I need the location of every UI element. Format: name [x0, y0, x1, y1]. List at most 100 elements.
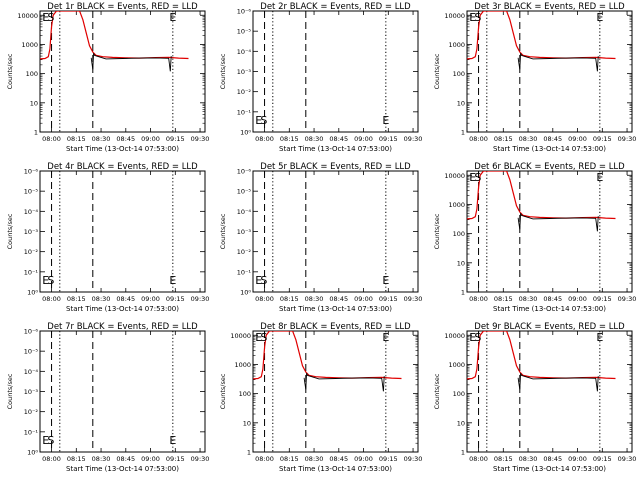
panel-4: Det 4r BLACK = Events, RED = LLD Counts/s…	[6, 162, 209, 313]
plot-frame	[39, 170, 206, 293]
x-axis-label: Start Time (13-Oct-14 07:53:00)	[493, 145, 606, 153]
x-tick-label: 08:00	[42, 295, 61, 303]
panel-title: Det 9r BLACK = Events, RED = LLD	[474, 322, 625, 332]
y-tick-label: 10⁻¹	[24, 428, 39, 436]
y-tick-label: 10⁰	[27, 449, 38, 457]
x-tick-label: 09:30	[404, 455, 423, 463]
x-tick-label: 09:00	[354, 135, 373, 143]
time-marker-label: E	[469, 11, 476, 24]
x-tick-label: 08:30	[305, 455, 324, 463]
x-tick-label: 08:45	[329, 295, 348, 303]
x-tick-label: 08:15	[280, 295, 299, 303]
plot-frame	[466, 330, 633, 453]
y-tick-label: 10000	[444, 12, 465, 20]
y-tick-label: 10⁻⁴	[24, 208, 39, 216]
y-tick-label: 10⁻⁶	[24, 328, 39, 336]
panel-8: Det 8r BLACK = Events, RED = LLD Counts/s…	[219, 322, 422, 473]
x-tick-label: 09:30	[191, 135, 210, 143]
x-tick-label: 08:15	[494, 135, 513, 143]
x-tick-label: 09:30	[404, 295, 423, 303]
x-axis-label: Start Time (13-Oct-14 07:53:00)	[279, 305, 392, 313]
panel-title: Det 6r BLACK = Events, RED = LLD	[474, 162, 625, 172]
y-tick-label: 1	[247, 449, 251, 457]
time-marker-label: S	[260, 114, 267, 127]
time-marker-label: E	[169, 274, 176, 287]
x-tick-label: 08:30	[92, 295, 111, 303]
panel-6: Det 6r BLACK = Events, RED = LLD Counts/s…	[433, 162, 636, 313]
lld-series-line	[467, 331, 616, 380]
x-tick-label: 09:15	[166, 455, 185, 463]
panel-9: Det 9r BLACK = Events, RED = LLD Counts/s…	[433, 322, 636, 473]
x-tick-label: 09:00	[568, 135, 587, 143]
x-tick-label: 08:30	[519, 135, 538, 143]
x-tick-label: 09:30	[404, 135, 423, 143]
y-tick-label: 1000	[448, 201, 465, 209]
y-tick-label: 1000	[21, 41, 38, 49]
plot-frame	[252, 330, 419, 453]
y-tick-label: 10⁻⁶	[237, 168, 252, 176]
time-marker-label: E	[255, 274, 262, 287]
time-marker-label: S	[260, 274, 267, 287]
x-tick-label: 08:00	[42, 455, 61, 463]
panel-title: Det 5r BLACK = Events, RED = LLD	[260, 162, 411, 172]
time-marker-label: S	[474, 171, 481, 184]
x-tick-label: 08:00	[42, 135, 61, 143]
y-tick-label: 1000	[448, 41, 465, 49]
x-tick-label: 08:30	[519, 295, 538, 303]
x-tick-label: 08:15	[67, 135, 86, 143]
x-tick-label: 08:00	[469, 135, 488, 143]
x-tick-label: 09:15	[379, 135, 398, 143]
time-marker-label: E	[42, 434, 49, 447]
y-axis-label: Counts/sec	[6, 213, 14, 249]
x-tick-label: 09:00	[141, 135, 160, 143]
x-tick-label: 09:00	[354, 295, 373, 303]
x-tick-label: 08:00	[255, 295, 274, 303]
panel-3: Det 3r BLACK = Events, RED = LLD Counts/s…	[433, 2, 636, 153]
y-axis-label: Counts/sec	[219, 373, 227, 409]
time-marker-label: E	[169, 11, 176, 24]
y-tick-label: 100	[453, 70, 465, 78]
x-axis-label: Start Time (13-Oct-14 07:53:00)	[279, 465, 392, 473]
y-tick-label: 100	[453, 390, 465, 398]
x-tick-label: 08:45	[116, 135, 135, 143]
events-series-line	[303, 373, 385, 392]
y-tick-label: 10⁻⁴	[237, 48, 252, 56]
time-marker-label: E	[42, 274, 49, 287]
panel-title: Det 7r BLACK = Events, RED = LLD	[47, 322, 198, 332]
x-tick-label: 08:45	[116, 295, 135, 303]
x-tick-label: 08:30	[305, 295, 324, 303]
y-tick-label: 1000	[234, 361, 251, 369]
y-tick-label: 1	[34, 129, 38, 137]
y-tick-label: 10⁻²	[24, 408, 39, 416]
time-marker-label: E	[469, 331, 476, 344]
time-marker-label: E	[596, 171, 603, 184]
y-tick-label: 10⁰	[240, 289, 251, 297]
x-tick-label: 09:30	[191, 455, 210, 463]
x-tick-label: 08:30	[92, 135, 111, 143]
plot-frame	[252, 170, 419, 293]
y-axis-label: Counts/sec	[433, 53, 441, 89]
y-tick-label: 10⁻⁴	[237, 208, 252, 216]
x-tick-label: 08:45	[329, 135, 348, 143]
x-tick-label: 09:00	[568, 295, 587, 303]
lld-series-line	[467, 11, 616, 60]
y-tick-label: 1	[461, 129, 465, 137]
y-axis-label: Counts/sec	[219, 53, 227, 89]
x-tick-label: 08:15	[67, 455, 86, 463]
time-marker-label: E	[169, 434, 176, 447]
time-marker-label: E	[596, 331, 603, 344]
time-marker-label: E	[596, 11, 603, 24]
time-marker-label: S	[474, 331, 481, 344]
y-tick-label: 10⁻¹	[24, 268, 39, 276]
x-tick-label: 09:15	[379, 455, 398, 463]
x-axis-label: Start Time (13-Oct-14 07:53:00)	[66, 465, 179, 473]
lld-series-line	[253, 331, 402, 380]
y-tick-label: 10000	[444, 332, 465, 340]
y-tick-label: 10⁰	[240, 129, 251, 137]
time-marker-label: E	[382, 274, 389, 287]
y-tick-label: 10000	[230, 332, 251, 340]
x-tick-label: 09:15	[593, 455, 612, 463]
plot-frame	[466, 170, 633, 293]
x-axis-label: Start Time (13-Oct-14 07:53:00)	[279, 145, 392, 153]
